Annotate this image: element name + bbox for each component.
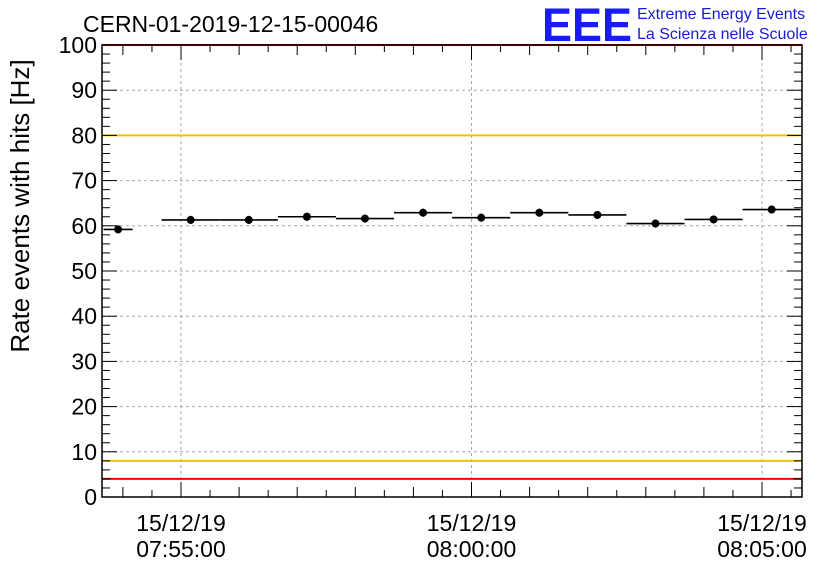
- x-tick-date: 15/12/19: [427, 510, 517, 536]
- data-point: [419, 208, 428, 217]
- x-tick-date: 15/12/19: [717, 510, 807, 536]
- y-axis-label: Rate events with hits [Hz]: [5, 59, 35, 352]
- data-point: [709, 215, 718, 224]
- data-point: [477, 213, 486, 222]
- x-tick-labels: 15/12/1907:55:0015/12/1908:00:0015/12/19…: [136, 510, 807, 562]
- data-point: [302, 212, 311, 221]
- logo-line-2: La Scienza nelle Scuole: [637, 26, 808, 43]
- y-tick-label: 10: [71, 439, 97, 465]
- data-point: [593, 210, 602, 219]
- y-tick-labels: 0 10 20 30 40 50 60 70 80 90 100: [59, 32, 97, 510]
- y-tick-label: 20: [71, 394, 97, 420]
- y-tick-label: 80: [71, 122, 97, 148]
- y-tick-label: 90: [71, 77, 97, 103]
- reference-lines: [102, 44, 802, 480]
- data-point: [244, 215, 253, 224]
- x-tick-date: 15/12/19: [136, 510, 226, 536]
- chart-title: CERN-01-2019-12-15-00046: [83, 11, 378, 37]
- x-tick-time: 08:00:00: [427, 536, 517, 562]
- data-point: [360, 214, 369, 223]
- y-tick-label: 30: [71, 348, 97, 374]
- data-layer: [103, 205, 801, 234]
- data-point: [114, 225, 123, 234]
- data-point: [186, 215, 195, 224]
- data-point: [651, 219, 660, 228]
- x-tick-time: 08:05:00: [717, 536, 807, 562]
- y-tick-label: 70: [71, 168, 97, 194]
- eee-logo: EEE Extreme Energy Events La Scienza nel…: [542, 0, 808, 51]
- logo-mark: EEE: [542, 0, 632, 51]
- y-tick-label: 40: [71, 303, 97, 329]
- y-tick-label: 100: [59, 32, 97, 58]
- y-tick-label: 0: [84, 484, 97, 510]
- data-point: [535, 208, 544, 217]
- y-tick-label: 60: [71, 213, 97, 239]
- data-point: [767, 205, 776, 214]
- y-tick-label: 50: [71, 258, 97, 284]
- plot-frame: [101, 44, 803, 498]
- grid-layer: [102, 45, 802, 497]
- x-tick-time: 07:55:00: [136, 536, 226, 562]
- logo-line-1: Extreme Energy Events: [637, 6, 805, 23]
